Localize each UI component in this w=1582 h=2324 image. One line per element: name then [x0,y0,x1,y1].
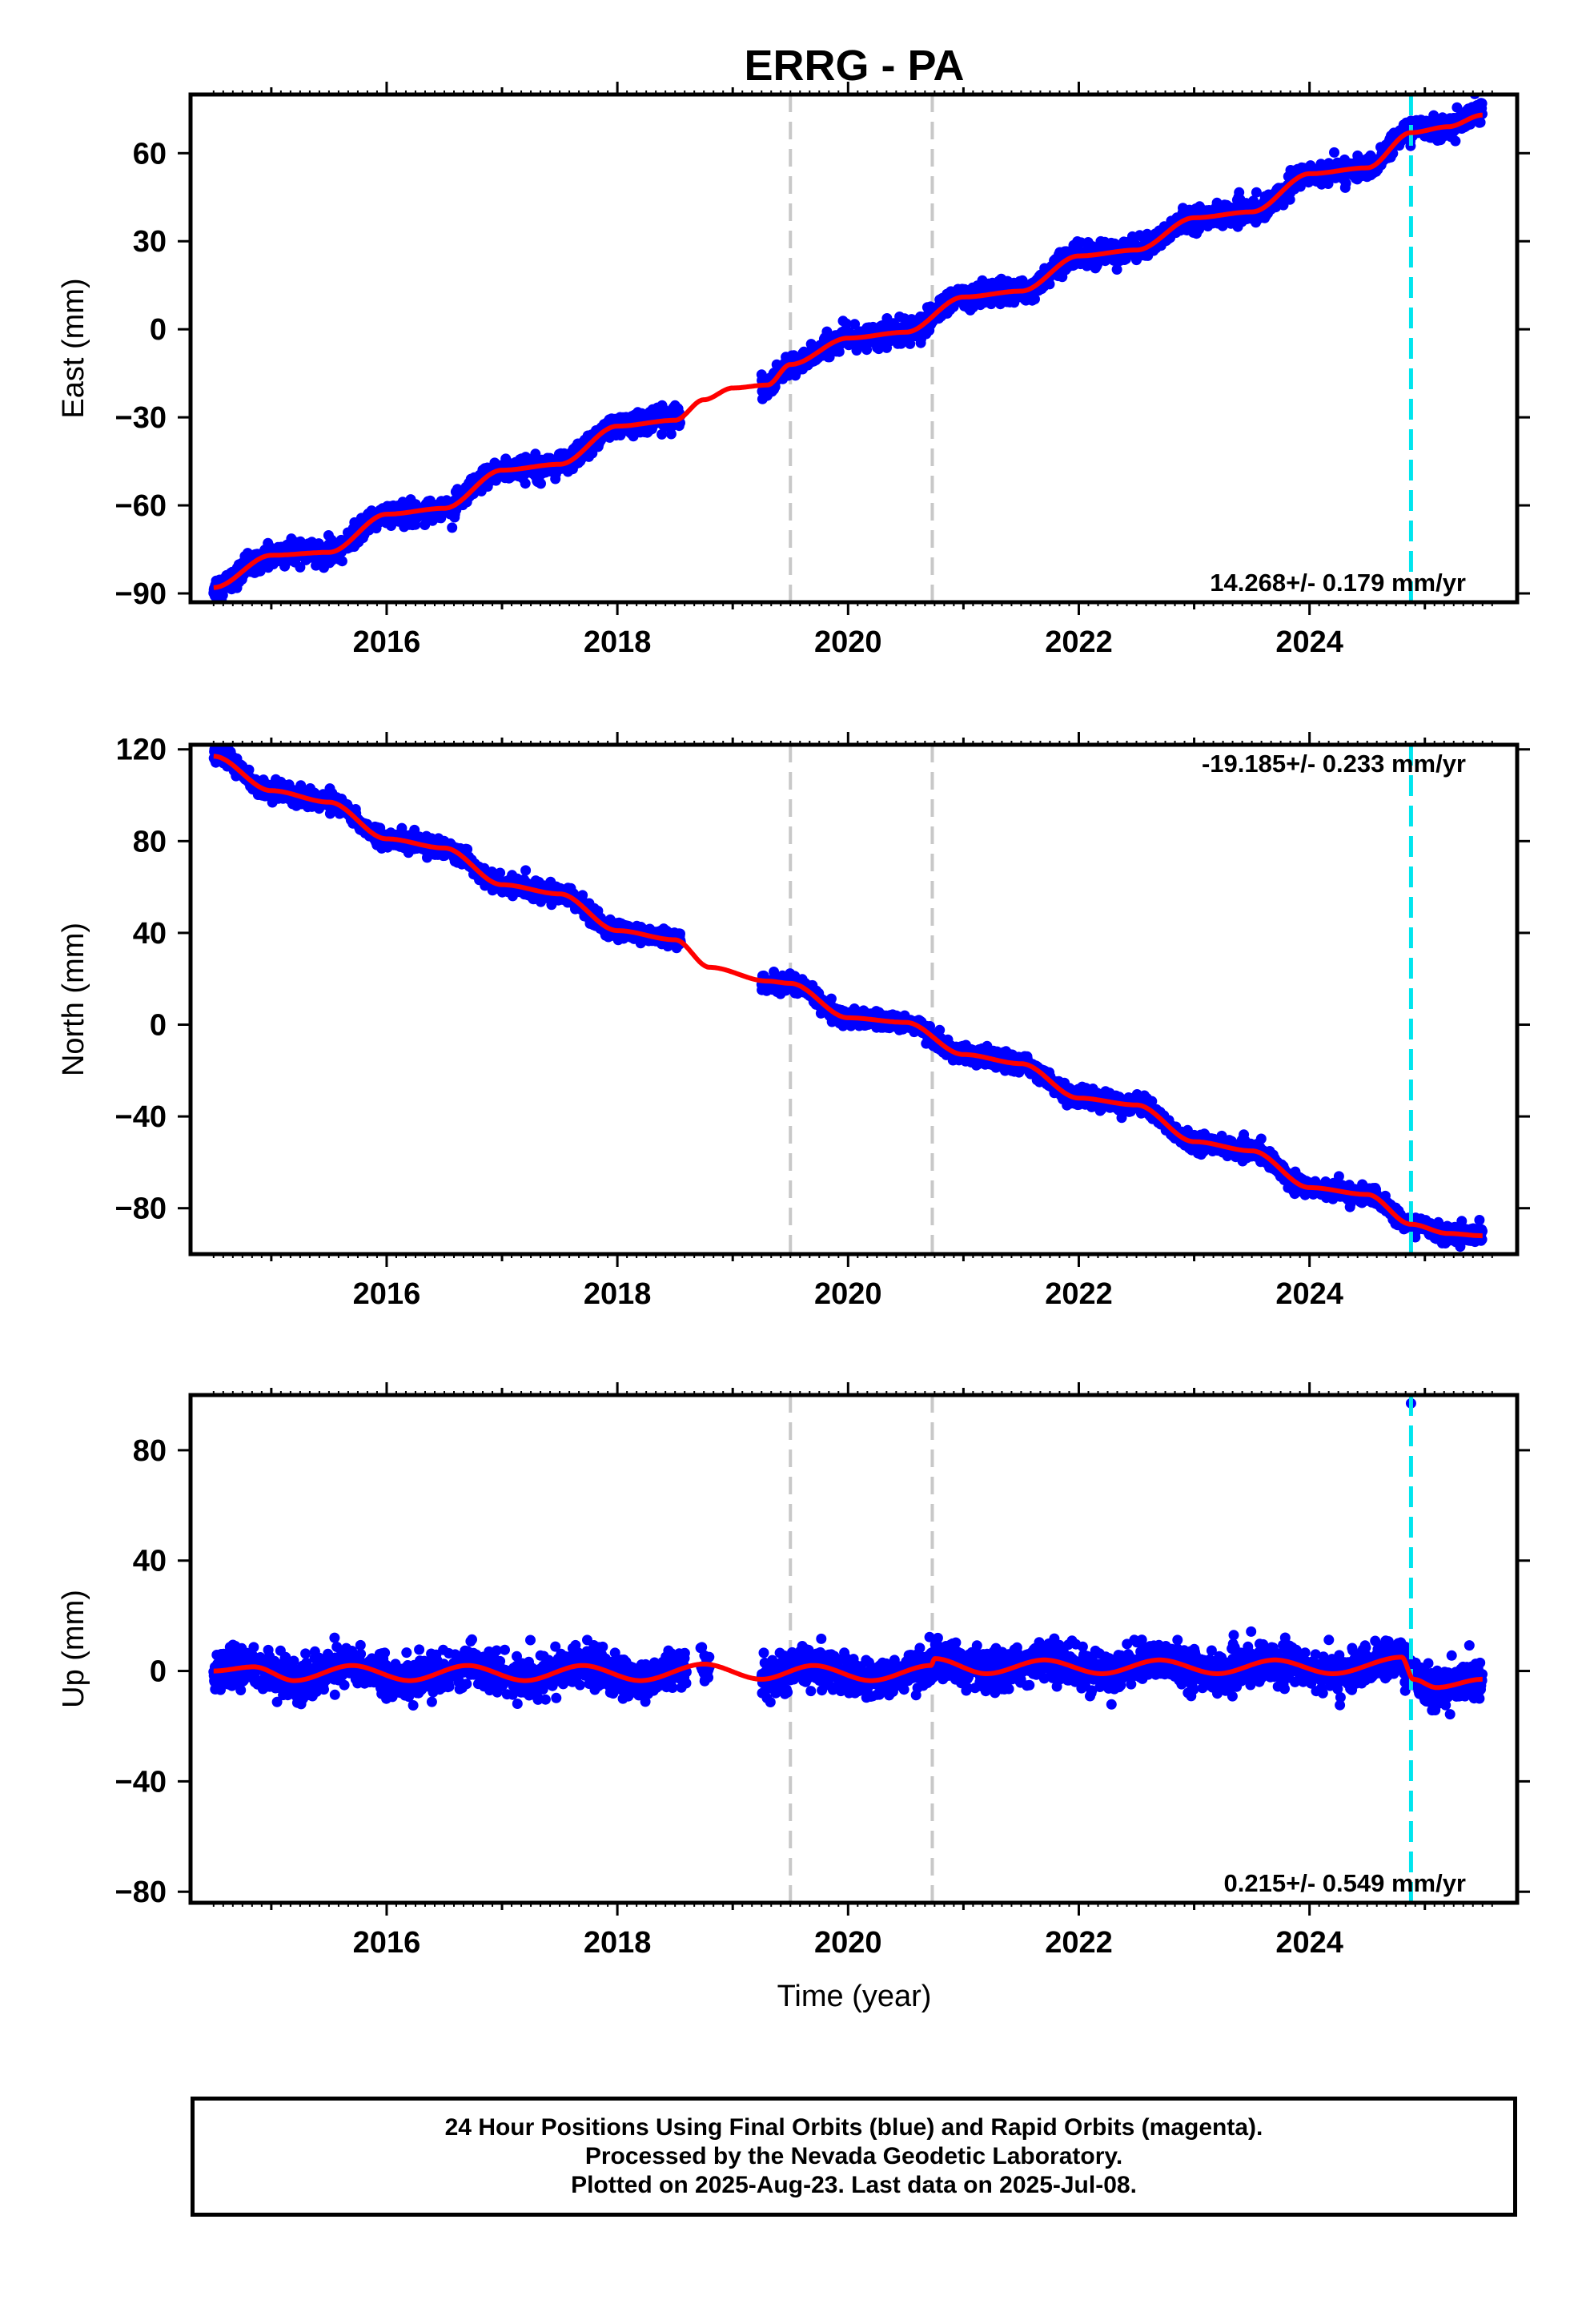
north-data-point [520,865,532,876]
east-data-point [1405,140,1416,151]
east-data-point [520,478,531,489]
east-data-point [336,556,347,567]
east-data-point [841,318,852,329]
east-ytick-label: 30 [133,225,167,259]
east-observations [208,94,1488,602]
east-data-point [905,338,916,349]
east-data-point [295,561,306,573]
east-data-point [1340,178,1351,189]
east-data-point [1323,179,1334,189]
east-xtick-label: 2024 [1275,625,1343,659]
east-data-point [1030,294,1040,304]
east-data-point [447,522,458,533]
east-rate-label: 14.268+/- 0.179 mm/yr [1210,569,1466,597]
east-y-axis-label: East (mm) [57,278,90,418]
east-panel: −90 −60 −30 0 30 60 2016 2018 2020 2022 2024 East (… [57,82,1530,659]
east-ytick-label: −90 [115,577,167,611]
east-ytick-label: 60 [133,137,167,171]
east-data-point [1044,279,1055,290]
east-data-point [1111,264,1122,275]
east-data-point [824,352,835,363]
north-observations [208,745,1488,1252]
east-xtick-label: 2020 [814,625,882,659]
east-data-point [861,344,873,356]
east-data-point [1476,98,1488,109]
east-ytick-label: −60 [115,489,167,523]
east-ytick-label: −30 [115,401,167,435]
east-xtick-label: 2018 [584,625,652,659]
east-data-point [1329,147,1339,158]
east-data-point [665,428,677,440]
east-xtick-label: 2022 [1045,625,1113,659]
east-ytick-label: 0 [150,313,167,347]
east-data-point [536,478,546,489]
east-data-point [1450,135,1461,147]
east-xtick-label: 2016 [353,625,421,659]
figure-title: ERRG - PA [744,42,964,90]
east-data-point [1251,187,1262,198]
